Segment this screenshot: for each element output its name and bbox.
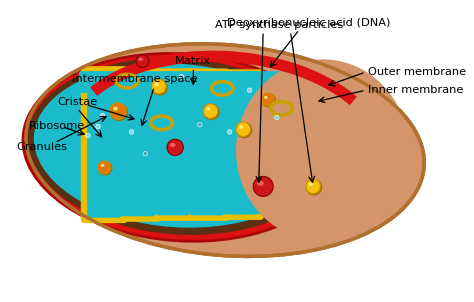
Ellipse shape (203, 104, 218, 118)
Bar (219, 79, 229, 214)
Ellipse shape (228, 130, 232, 134)
Ellipse shape (179, 74, 184, 79)
Ellipse shape (197, 122, 202, 127)
Bar (116, 79, 127, 214)
FancyBboxPatch shape (149, 69, 196, 221)
Ellipse shape (309, 182, 313, 186)
Ellipse shape (138, 58, 143, 61)
FancyBboxPatch shape (81, 66, 128, 223)
FancyBboxPatch shape (155, 74, 190, 215)
Ellipse shape (143, 152, 147, 156)
Text: Cristae: Cristae (57, 97, 97, 107)
Text: Intermembrane space: Intermembrane space (72, 74, 197, 84)
Ellipse shape (86, 133, 91, 138)
Text: Outer membrane: Outer membrane (367, 67, 465, 77)
FancyBboxPatch shape (190, 74, 224, 215)
FancyBboxPatch shape (223, 75, 258, 214)
Ellipse shape (206, 107, 210, 111)
FancyBboxPatch shape (290, 85, 320, 204)
Text: Inner membrane: Inner membrane (367, 85, 463, 95)
Ellipse shape (34, 63, 322, 228)
Ellipse shape (306, 179, 322, 195)
Ellipse shape (23, 53, 340, 241)
Text: Granules: Granules (16, 142, 67, 153)
Ellipse shape (306, 179, 320, 194)
Ellipse shape (155, 82, 159, 86)
Ellipse shape (167, 139, 183, 156)
Ellipse shape (253, 176, 273, 196)
Ellipse shape (274, 115, 279, 120)
Ellipse shape (98, 161, 112, 175)
FancyBboxPatch shape (114, 68, 162, 222)
Ellipse shape (100, 113, 105, 118)
Bar (252, 79, 263, 214)
Text: Deoxyribonucleic acid (DNA): Deoxyribonucleic acid (DNA) (227, 18, 390, 28)
Text: Ribosome: Ribosome (29, 121, 85, 131)
Ellipse shape (257, 181, 264, 186)
Ellipse shape (26, 44, 424, 256)
Ellipse shape (152, 79, 168, 96)
Text: ATP synthase particles: ATP synthase particles (215, 20, 344, 30)
Ellipse shape (110, 103, 128, 121)
FancyBboxPatch shape (121, 73, 155, 216)
Ellipse shape (113, 107, 118, 111)
Ellipse shape (203, 104, 219, 120)
Ellipse shape (236, 122, 250, 137)
Ellipse shape (261, 93, 274, 106)
Ellipse shape (98, 161, 111, 174)
Ellipse shape (247, 88, 252, 92)
FancyBboxPatch shape (251, 73, 297, 216)
Ellipse shape (96, 124, 100, 129)
Bar (150, 79, 161, 214)
Ellipse shape (236, 59, 409, 241)
FancyBboxPatch shape (217, 69, 264, 220)
Ellipse shape (100, 164, 104, 167)
FancyBboxPatch shape (87, 72, 122, 218)
Text: Matrix: Matrix (175, 56, 211, 66)
FancyBboxPatch shape (283, 80, 327, 210)
Ellipse shape (152, 79, 166, 94)
Bar (284, 79, 295, 214)
Ellipse shape (27, 58, 332, 235)
FancyBboxPatch shape (79, 71, 319, 93)
Ellipse shape (110, 103, 126, 119)
Ellipse shape (239, 125, 243, 129)
Ellipse shape (129, 130, 134, 134)
Ellipse shape (136, 55, 149, 68)
FancyBboxPatch shape (183, 69, 230, 221)
Ellipse shape (261, 93, 276, 108)
FancyBboxPatch shape (258, 79, 291, 211)
Ellipse shape (170, 143, 175, 147)
Ellipse shape (236, 122, 252, 138)
Bar (184, 79, 195, 214)
Ellipse shape (264, 96, 268, 99)
